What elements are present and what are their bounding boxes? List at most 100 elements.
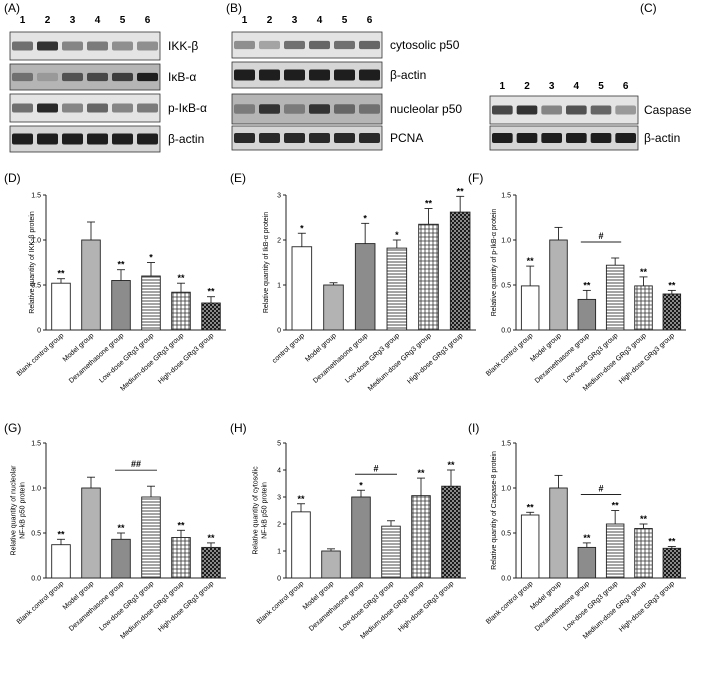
bar — [441, 485, 461, 579]
bar — [662, 293, 682, 331]
panel-label: (E) — [230, 171, 246, 185]
y-tick-label: 0.0 — [501, 328, 511, 335]
lane-number: 3 — [70, 15, 76, 26]
bar — [634, 285, 653, 331]
bar — [141, 275, 161, 331]
panel-label: (H) — [230, 421, 247, 435]
bar — [549, 239, 568, 331]
lane-number: 5 — [342, 15, 348, 26]
significance-marker: ** — [668, 280, 676, 290]
blot-band — [137, 133, 158, 145]
bar — [662, 547, 682, 579]
bar — [549, 487, 568, 579]
significance-marker: ** — [207, 533, 215, 543]
protein-label: cytosolic p50 — [390, 38, 460, 52]
category-label: High-dose GRg3 group — [618, 580, 676, 633]
y-axis-title: Relative quantity of IKK-β protein — [29, 211, 36, 314]
y-axis-title: Relative quantity of nucleolar — [11, 465, 18, 556]
bar — [171, 291, 191, 331]
blot-strip — [489, 95, 639, 125]
blot-band — [309, 40, 330, 50]
blot-band — [284, 69, 305, 81]
panel-label: (I) — [468, 421, 479, 435]
significance-marker: ** — [640, 267, 648, 277]
category-label: Blank control group — [485, 332, 535, 378]
blot-panel: (C) 1 2 3 4 5 6 Caspase β-actin — [489, 1, 692, 151]
protein-label: nucleolar p50 — [390, 102, 462, 116]
y-tick-label: 1.0 — [501, 238, 511, 245]
bar — [111, 280, 131, 331]
y-tick-label: 1.5 — [501, 193, 511, 200]
lane-number: 1 — [500, 81, 506, 92]
category-label: Low-dose GRg3 group — [98, 580, 155, 632]
category-label: High-dose GRg3 group — [397, 580, 455, 633]
protein-label: β-actin — [168, 132, 204, 146]
category-label: Low-dose GRg3 group — [344, 332, 401, 384]
bar — [386, 247, 408, 331]
blot-band — [492, 105, 513, 115]
y-axis-title: Relative quantity of Caspase-8 protein — [491, 451, 498, 570]
blot-band — [541, 105, 562, 115]
blot-band — [62, 72, 83, 82]
y-tick-label: 0.0 — [31, 576, 41, 583]
y-tick-label: 0.0 — [501, 576, 511, 583]
blot-band — [284, 132, 305, 144]
significance-marker: * — [149, 253, 153, 263]
significance-marker: ** — [57, 269, 65, 279]
blot-band — [112, 103, 133, 113]
category-label: Dexamethasone group — [312, 332, 369, 385]
blot-band — [112, 41, 133, 51]
panel-label: (G) — [4, 421, 21, 435]
bracket-label: # — [598, 231, 603, 241]
significance-marker: ** — [640, 514, 648, 524]
category-label: Blank control group — [16, 580, 66, 626]
lane-number: 1 — [20, 15, 26, 26]
significance-marker: ** — [207, 287, 215, 297]
blot-band — [516, 132, 538, 144]
protein-label: β-actin — [644, 131, 680, 145]
bar — [418, 223, 439, 331]
bar — [351, 496, 371, 579]
y-axis-title: Relative quantity of cytosolic — [253, 466, 260, 555]
category-label: High-dose GRg3 group — [618, 332, 676, 385]
blot-band — [615, 132, 636, 144]
category-label: Model group — [304, 332, 338, 363]
blot-band — [37, 103, 58, 113]
y-axis-title: Relative quantity of IkB-α protein — [263, 212, 270, 313]
blot-band — [259, 104, 280, 114]
blot-band — [309, 69, 330, 81]
blot-band — [12, 41, 33, 51]
category-label: Blank control group — [256, 580, 306, 626]
significance-marker: ** — [527, 502, 535, 512]
category-label: Medium-dose GRg3 group — [119, 332, 185, 392]
y-tick-label: 1 — [277, 549, 281, 556]
y-tick-label: 0 — [277, 576, 281, 583]
significance-marker: ** — [177, 520, 185, 530]
blot-band — [615, 105, 636, 115]
panel-label: (A) — [4, 1, 20, 15]
blot-band — [359, 132, 380, 144]
bar-chart: (E) 0 1 2 3 Relative quantity of IkB-α protei… — [230, 171, 476, 393]
panel-label: (D) — [4, 171, 21, 185]
significance-marker: ** — [57, 529, 65, 539]
blot-band — [112, 72, 133, 82]
blot-band — [590, 105, 612, 115]
panel-label: (B) — [226, 1, 242, 15]
protein-label: PCNA — [390, 131, 423, 145]
bar — [111, 538, 131, 579]
bar — [81, 239, 101, 331]
bar — [141, 496, 161, 579]
blot-band — [137, 103, 158, 113]
significance-marker: ** — [457, 186, 465, 196]
category-label: Blank control group — [16, 332, 66, 378]
bar — [201, 546, 221, 579]
y-tick-label: 4 — [277, 468, 281, 475]
y-tick-label: 0.5 — [31, 283, 41, 290]
blot-band — [334, 132, 355, 144]
lane-number: 4 — [317, 15, 323, 26]
bar — [520, 285, 540, 331]
significance-marker: ** — [527, 256, 535, 266]
blot-band — [309, 104, 330, 114]
blot-band — [492, 132, 513, 144]
